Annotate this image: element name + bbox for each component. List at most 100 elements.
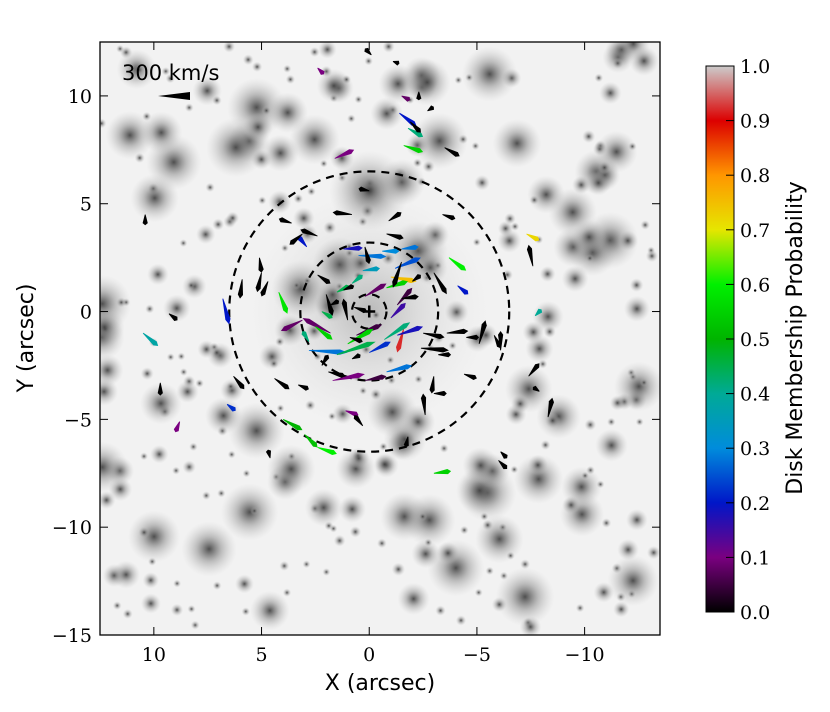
velocity-vector <box>315 326 333 340</box>
scale-arrow <box>158 92 190 100</box>
star-blob <box>116 297 127 308</box>
star-blob <box>354 95 363 104</box>
velocity-vector <box>297 236 308 248</box>
velocity-vector <box>416 91 422 101</box>
star-blob <box>629 46 659 76</box>
star-blob <box>322 568 331 576</box>
velocity-vector <box>384 322 411 340</box>
velocity-vector <box>336 341 376 356</box>
star-blob <box>184 103 194 112</box>
velocity-vector <box>547 397 554 418</box>
star-blob <box>497 228 522 253</box>
velocity-vector <box>260 281 269 297</box>
star-blob <box>190 620 200 630</box>
velocity-vector <box>157 382 163 396</box>
velocity-vector <box>364 374 387 381</box>
colorbar-tick-label: 0.0 <box>740 602 770 624</box>
star-blob <box>391 562 406 576</box>
velocity-vector <box>336 284 350 293</box>
star-blob <box>268 190 292 214</box>
star-blob <box>613 361 660 412</box>
star-blob <box>226 211 240 225</box>
y-axis-ticks: 10 5 0 −5 −10 −15 <box>52 86 660 647</box>
star-blob <box>439 443 449 453</box>
star-blob <box>522 321 545 343</box>
star-blob <box>539 266 556 282</box>
star-blob <box>212 581 222 590</box>
star-blob <box>506 551 515 560</box>
velocity-vector <box>390 302 406 319</box>
star-blob <box>130 173 179 223</box>
velocity-vector <box>289 233 303 245</box>
star-blob <box>177 352 186 361</box>
star-blob <box>607 555 659 607</box>
velocity-vector <box>258 257 264 273</box>
velocity-vector <box>423 332 445 340</box>
star-blob <box>435 605 446 616</box>
velocity-vector <box>142 332 159 346</box>
velocity-vector <box>534 308 543 317</box>
velocity-vector <box>369 341 391 353</box>
velocity-vector <box>463 373 477 380</box>
star-blob <box>189 442 198 452</box>
x-tick-label: 10 <box>142 644 166 666</box>
star-blob <box>223 42 236 53</box>
star-blob <box>474 588 483 597</box>
star-blob <box>639 378 649 387</box>
colorbar-tick-label: 0.2 <box>740 493 770 515</box>
star-blob <box>212 95 222 106</box>
star-blob <box>629 278 644 292</box>
star-blob <box>475 514 524 564</box>
velocity-vector <box>528 363 540 377</box>
star-blob <box>242 54 254 66</box>
velocity-vector <box>317 274 331 284</box>
star-blob <box>318 42 337 59</box>
x-axis-ticks: 10 5 0 −5 −10 <box>142 42 605 666</box>
star-blob <box>307 187 316 196</box>
star-blob <box>349 526 362 538</box>
star-blob <box>186 281 196 290</box>
star-blob <box>527 175 566 214</box>
velocity-vector <box>392 60 400 66</box>
star-blob <box>309 46 320 58</box>
velocity-vector <box>301 331 310 342</box>
star-blob <box>459 525 469 535</box>
velocity-vector <box>332 372 365 381</box>
star-blob <box>595 428 628 462</box>
velocity-vector <box>343 284 355 291</box>
y-axis-label: Y (arcsec) <box>14 284 39 394</box>
velocity-vector <box>401 294 419 300</box>
x-axis-label: X (arcsec) <box>325 671 435 696</box>
velocity-vector <box>278 217 292 224</box>
star-blob <box>341 74 352 85</box>
y-tick-label: 0 <box>80 302 92 324</box>
star-blob <box>243 112 273 142</box>
star-blob <box>201 491 211 500</box>
star-blob <box>379 442 388 451</box>
star-blob <box>377 538 387 549</box>
velocity-vector <box>532 385 540 392</box>
star-blob <box>510 222 520 231</box>
star-blob <box>329 524 338 533</box>
velocity-vector <box>386 233 404 240</box>
star-blob <box>585 254 594 263</box>
velocity-vector <box>304 434 318 448</box>
star-blob <box>316 68 352 104</box>
star-blob <box>491 597 507 612</box>
scale-arrow-label: 300 km/s <box>122 61 219 85</box>
star-blob <box>513 454 564 504</box>
radius-ring <box>299 241 440 382</box>
star-blob <box>623 295 651 322</box>
star-blob <box>461 46 518 102</box>
y-tick-label: −5 <box>64 409 92 431</box>
star-blob <box>471 141 480 151</box>
velocity-vector <box>420 347 449 353</box>
velocity-vector <box>438 352 452 358</box>
colorbar-tick-label: 0.8 <box>740 165 770 187</box>
center-marker <box>363 305 376 318</box>
velocity-vector <box>526 244 534 267</box>
velocity-vector <box>401 244 419 250</box>
star-blob <box>504 212 516 225</box>
star-blob <box>347 114 356 123</box>
velocity-vector <box>274 378 290 390</box>
